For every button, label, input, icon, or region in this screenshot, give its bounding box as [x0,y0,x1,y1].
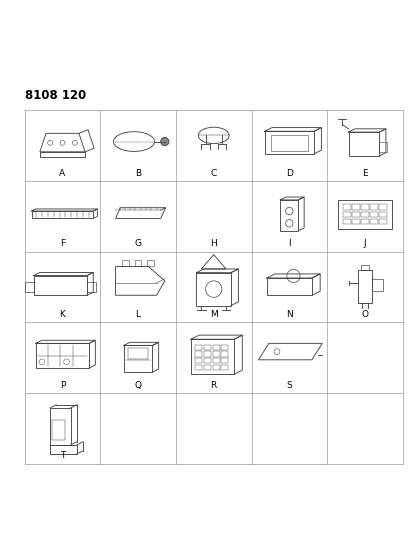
Bar [128,348,148,359]
Bar [195,365,202,370]
Bar [36,343,89,368]
Bar [361,204,369,209]
Bar [370,212,378,217]
Bar [352,219,360,224]
Bar [370,219,378,224]
Text: M: M [210,310,217,319]
Bar [338,200,392,229]
Bar [265,131,314,154]
Bar [379,204,387,209]
Text: 8108 120: 8108 120 [25,89,86,102]
Bar [204,358,211,364]
Text: I: I [288,239,291,248]
Text: D: D [286,169,293,177]
Bar [25,282,34,292]
Bar [352,204,360,209]
Text: G: G [134,239,142,248]
Bar [32,211,93,219]
Bar [370,204,378,209]
Text: L: L [136,310,141,319]
Bar [271,134,308,151]
Bar [87,282,96,292]
Bar [195,358,202,364]
Bar [379,212,387,217]
Bar [343,219,351,224]
Text: S: S [286,381,292,390]
Bar [280,200,298,231]
Bar [124,345,152,372]
Bar [213,345,220,350]
Bar [222,365,229,370]
Bar [222,351,229,357]
Bar [361,219,369,224]
Text: N: N [286,310,293,319]
Text: C: C [210,169,217,177]
Bar [122,260,129,266]
Bar [379,142,387,152]
Text: O: O [361,310,369,319]
Bar [195,345,202,350]
Bar [361,265,369,270]
Bar [343,212,351,217]
Text: B: B [135,169,141,177]
Text: P: P [60,381,65,390]
Bar [204,351,211,357]
Bar [195,351,202,357]
Bar [358,270,372,303]
Text: Q: Q [134,381,142,390]
Bar [135,260,141,266]
Text: J: J [364,239,366,248]
Text: F: F [60,239,65,248]
Bar [191,339,234,374]
Text: K: K [60,310,65,319]
Bar [213,351,220,357]
Bar [52,419,65,440]
Bar [343,204,351,209]
Bar [222,358,229,364]
Text: A: A [60,169,65,177]
Bar [267,278,312,295]
Bar [204,345,211,350]
Bar [147,260,154,266]
Text: H: H [210,239,217,248]
Bar [34,276,87,295]
Text: T: T [60,451,65,461]
Circle shape [161,138,169,146]
Bar [213,365,220,370]
Bar [213,358,220,364]
Bar [349,132,379,156]
Bar [379,219,387,224]
Text: R: R [210,381,217,390]
Bar [204,365,211,370]
Bar [50,445,77,454]
Bar [352,212,360,217]
Bar [361,212,369,217]
Bar [372,279,383,291]
Text: E: E [362,169,368,177]
Bar [196,273,231,305]
Bar [222,345,229,350]
Bar [50,408,71,445]
